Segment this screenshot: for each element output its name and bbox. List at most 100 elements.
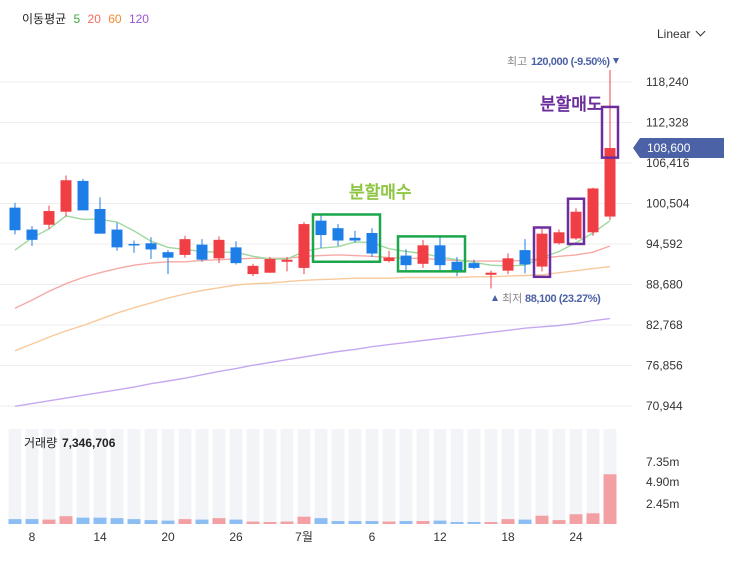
- volume-bar: [314, 518, 328, 524]
- volume-panel: [8, 429, 617, 524]
- volume-bg-bar: [280, 429, 294, 524]
- date-tick-label: 18: [501, 530, 515, 544]
- volume-bar: [246, 521, 260, 524]
- candle-body: [315, 220, 327, 236]
- sell-box: [566, 197, 586, 246]
- high-label-value: 120,000 (-9.50%): [531, 56, 610, 68]
- legend-ma120: 120: [128, 12, 149, 26]
- date-axis: 8 14 20 26 7월 6 12 18 24: [29, 530, 583, 544]
- volume-bg-bar: [569, 429, 583, 524]
- low-label-value: 88,100 (23.27%): [525, 293, 601, 305]
- volume-bar: [280, 521, 294, 524]
- candle: [43, 205, 55, 229]
- volume-bar: [450, 522, 464, 524]
- volume-bg-bar: [501, 429, 515, 524]
- volume-label: 거래량: [24, 436, 57, 450]
- annotation-boxes: [311, 105, 620, 279]
- candle: [366, 228, 378, 257]
- candle-body: [553, 232, 565, 244]
- volume-bg-bar: [161, 429, 175, 524]
- scale-selector[interactable]: Linear: [657, 26, 706, 41]
- candle-body: [111, 229, 123, 248]
- volume-bg-bar: [518, 429, 532, 524]
- volume-bar: [59, 516, 73, 524]
- candle-body: [128, 243, 140, 246]
- volume-bar: [348, 521, 362, 524]
- date-tick-label: 14: [93, 530, 107, 544]
- candle: [247, 263, 259, 277]
- candle-body: [9, 207, 21, 231]
- candle-body: [349, 237, 361, 241]
- candle-body: [77, 180, 89, 211]
- volume-bg-bar: [399, 429, 413, 524]
- price-tick-label: 118,240: [646, 75, 689, 89]
- candle-body: [247, 265, 259, 275]
- volume-bar: [467, 522, 481, 524]
- current-price-tag-shape: [633, 138, 724, 158]
- legend-ma5: 5: [73, 12, 81, 26]
- volume-bar: [8, 519, 22, 524]
- candle-body: [451, 261, 463, 272]
- candle-body: [536, 233, 548, 267]
- volume-bg-bar: [110, 429, 124, 524]
- volume-bar: [127, 519, 141, 524]
- high-label-prefix: 최고: [507, 55, 527, 68]
- volume-bar: [76, 517, 90, 524]
- price-grid: [0, 81, 632, 407]
- candle: [9, 202, 21, 235]
- volume-bar: [297, 516, 311, 524]
- price-tick-label: 100,504: [646, 197, 690, 211]
- volume-bg-bar: [229, 429, 243, 524]
- volume-bar: [603, 474, 617, 524]
- candle: [298, 222, 310, 275]
- volume-bar: [433, 520, 447, 524]
- volume-bg-bar: [416, 429, 430, 524]
- candle: [315, 215, 327, 249]
- candle-body: [281, 259, 293, 262]
- triangle-up-icon: [492, 295, 498, 301]
- buy-box: [311, 213, 382, 264]
- price-tick-label: 88,680: [646, 278, 683, 292]
- date-tick-label: 20: [161, 530, 175, 544]
- candle-body: [502, 258, 514, 271]
- volume-bar: [144, 520, 158, 524]
- date-tick-label: 12: [433, 530, 447, 544]
- ma120-line: [14, 317, 611, 407]
- candle-body: [570, 211, 582, 239]
- candle-body: [196, 244, 208, 260]
- volume-bg-bar: [59, 429, 73, 524]
- candle-body: [298, 224, 310, 268]
- candle: [536, 228, 548, 272]
- candle: [349, 230, 361, 243]
- candle-body: [434, 245, 446, 266]
- candle-body: [162, 252, 174, 258]
- volume-bar: [212, 518, 226, 524]
- volume-bar: [586, 513, 600, 524]
- volume-bg-bar: [382, 429, 396, 524]
- volume-bg-bar: [467, 429, 481, 524]
- date-tick-label: 26: [229, 530, 243, 544]
- candle: [26, 226, 38, 247]
- candle: [502, 253, 514, 275]
- date-tick-label: 7월: [295, 530, 313, 544]
- volume-bg-bar: [127, 429, 141, 524]
- volume-bar: [331, 521, 345, 524]
- candle: [587, 187, 599, 236]
- price-tick-label: 106,416: [646, 156, 690, 170]
- volume-bg-bar: [195, 429, 209, 524]
- candle: [230, 241, 242, 265]
- price-axis: 118,240 112,328 106,416 100,504 94,592 88,680…: [646, 75, 690, 413]
- date-tick-label: 24: [569, 530, 583, 544]
- scale-selector-label: Linear: [657, 27, 691, 41]
- candle-body: [94, 209, 106, 234]
- candle-body: [587, 188, 599, 233]
- volume-tick-label: 7.35m: [646, 455, 679, 469]
- date-tick-label: 8: [29, 530, 36, 544]
- volume-axis: 7.35m 4.90m 2.45m: [646, 455, 679, 511]
- volume-bg-bar: [331, 429, 345, 524]
- candle-body: [230, 247, 242, 264]
- price-tick-label: 112,328: [646, 116, 689, 130]
- candle-body: [383, 257, 395, 262]
- candle-body: [519, 250, 531, 265]
